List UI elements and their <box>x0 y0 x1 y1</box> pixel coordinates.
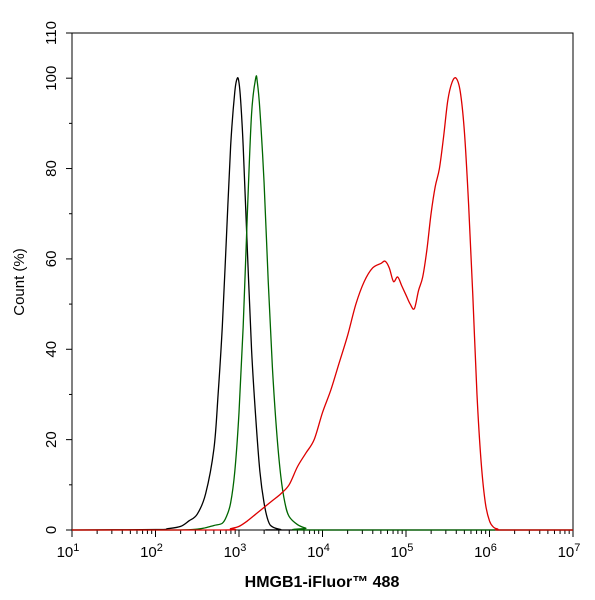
y-axis: 0 20 40 60 80 100 110 <box>43 21 72 534</box>
x-tick-base: 10 <box>558 544 575 561</box>
x-tick-label: 107 <box>558 542 581 561</box>
x-tick-label: 102 <box>140 542 163 561</box>
x-tick-exponent: 1 <box>73 542 79 554</box>
y-tick-label: 40 <box>43 341 60 358</box>
x-tick-label: 105 <box>391 542 414 561</box>
x-tick-base: 10 <box>391 544 408 561</box>
x-tick-label: 104 <box>307 542 330 561</box>
x-tick-exponent: 4 <box>324 542 330 554</box>
x-tick-label: 103 <box>224 542 247 561</box>
x-axis-label: HMGB1-iFluor™ 488 <box>245 574 400 591</box>
x-tick-base: 10 <box>307 544 324 561</box>
y-tick-label: 110 <box>43 21 60 45</box>
series-group <box>71 75 573 531</box>
x-tick-exponent: 2 <box>157 542 163 554</box>
y-axis-label: Count (%) <box>11 248 28 316</box>
y-tick-label: 80 <box>43 160 60 177</box>
series-red-line <box>71 77 573 531</box>
x-tick-exponent: 5 <box>407 542 413 554</box>
y-tick-label: 20 <box>43 431 60 448</box>
x-tick-base: 10 <box>57 544 74 561</box>
y-tick-label: 0 <box>43 526 60 534</box>
plot-frame <box>71 32 574 531</box>
x-tick-base: 10 <box>140 544 157 561</box>
x-tick-label: 101 <box>57 542 80 561</box>
x-axis: 101 102 103 104 105 106 107 <box>57 530 581 561</box>
x-tick-exponent: 3 <box>240 542 246 554</box>
x-tick-base: 10 <box>474 544 491 561</box>
y-tick-label: 100 <box>43 66 60 91</box>
x-tick-exponent: 7 <box>574 542 580 554</box>
x-tick-exponent: 6 <box>491 542 497 554</box>
x-tick-base: 10 <box>224 544 241 561</box>
series-black-line <box>71 77 573 531</box>
y-tick-label: 60 <box>43 251 60 268</box>
x-tick-label: 106 <box>474 542 497 561</box>
series-green-line <box>71 75 573 531</box>
